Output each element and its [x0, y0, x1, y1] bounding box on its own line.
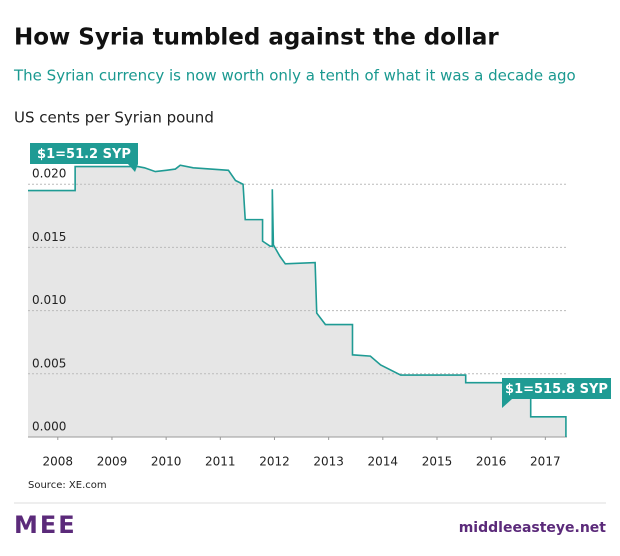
y-tick-label: 0.005 — [32, 356, 66, 370]
annotation-box — [30, 143, 138, 164]
site-name: middleeasteye.net — [459, 520, 607, 536]
y-axis-label: US cents per Syrian pound — [14, 109, 214, 127]
x-tick-label: 2012 — [259, 455, 290, 469]
chart-title: How Syria tumbled against the dollar — [14, 25, 499, 51]
annotation-pointer — [502, 399, 512, 408]
y-tick-label: 0.015 — [32, 230, 66, 244]
area — [28, 165, 566, 437]
x-tick-label: 2011 — [205, 455, 236, 469]
x-tick-label: 2015 — [422, 455, 453, 469]
annotation-pointer — [128, 164, 138, 172]
y-tick-label: 0.020 — [32, 167, 66, 181]
x-tick-label: 2009 — [97, 455, 128, 469]
annotation-text: $1=51.2 SYP — [37, 147, 131, 162]
y-tick-label: 0.000 — [32, 420, 66, 434]
x-tick-label: 2017 — [530, 455, 561, 469]
x-tick-label: 2010 — [151, 455, 182, 469]
x-tick-label: 2016 — [476, 455, 507, 469]
x-tick-label: 2014 — [368, 455, 399, 469]
logo: MEE — [14, 511, 77, 539]
chart-subtitle: The Syrian currency is now worth only a … — [13, 67, 576, 85]
line — [28, 164, 567, 437]
y-tick-label: 0.010 — [32, 293, 66, 307]
annotation-text: $1=515.8 SYP — [505, 382, 608, 397]
x-tick-label: 2008 — [43, 455, 74, 469]
source: Source: XE.com — [28, 480, 107, 491]
x-tick-label: 2013 — [313, 455, 344, 469]
annotation-box — [502, 378, 611, 399]
